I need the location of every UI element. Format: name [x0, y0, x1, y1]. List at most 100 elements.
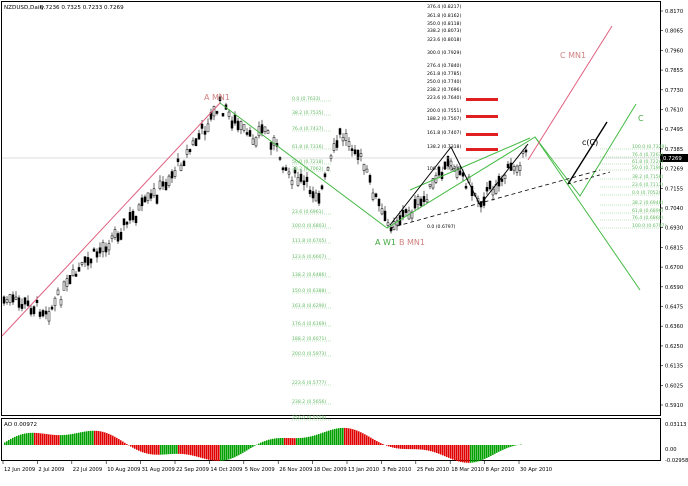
candle-down: [188, 149, 192, 153]
fib-level-label: 23.6 (0.6961): [292, 209, 324, 215]
time-tick-label: 18 Mar 2010: [451, 467, 484, 473]
candle-down: [38, 311, 42, 317]
ao-bar: [494, 445, 496, 454]
fib-level-label: 76.4 (0.6860): [632, 215, 664, 221]
candle-down: [140, 197, 144, 207]
fib-level-label: 238.2 (0.5656): [292, 399, 326, 405]
ao-bar: [16, 436, 18, 445]
ao-bar: [250, 445, 252, 449]
ao-scale-label: 0.03113: [665, 422, 686, 428]
candle-down: [284, 167, 288, 171]
fib-level-label: 76.4 (0.7437): [292, 126, 324, 132]
ao-bar: [88, 431, 90, 445]
ao-bar: [198, 445, 200, 458]
fib-level-label: 300.0 (0.7929): [427, 50, 461, 56]
ao-bar: [278, 438, 280, 445]
candle-down: [356, 149, 360, 160]
ao-bar: [64, 434, 66, 445]
fib-level-label: 61.8 (0.7316): [292, 144, 324, 150]
ao-bar: [500, 445, 502, 451]
fib-level-label: 23.6 (0.7117): [632, 182, 664, 188]
ao-bar: [448, 445, 450, 458]
ao-bar: [356, 430, 358, 445]
ao-bar: [230, 445, 232, 459]
ao-bar: [52, 434, 54, 445]
candle-up: [101, 242, 105, 252]
ao-bar: [338, 428, 340, 445]
ao-bar: [490, 445, 492, 456]
candle-down: [2, 296, 6, 304]
ao-bar: [86, 431, 88, 445]
ao-bar: [504, 445, 506, 450]
ao-bar: [320, 433, 322, 445]
price-tick-label: 0.6590: [665, 285, 683, 291]
ao-bar: [102, 431, 104, 445]
ao-axis: 0.03113 0.00 -0.02958: [665, 422, 688, 464]
candle-down: [122, 218, 126, 226]
ao-bar: [396, 445, 398, 449]
candle-up: [239, 121, 243, 131]
candle-down: [383, 210, 387, 222]
candle-down: [164, 181, 168, 191]
candle-down: [50, 306, 54, 310]
ao-bar: [180, 445, 182, 454]
ao-bar: [506, 445, 508, 449]
fib-level-label: 50.0 (0.7218): [292, 159, 324, 165]
ao-bar: [512, 445, 514, 447]
ao-bar: [402, 445, 404, 449]
ao-bar: [140, 445, 142, 452]
price-tick-label: 0.7960: [665, 48, 683, 54]
price-tick-label: 0.5910: [665, 403, 683, 409]
ao-bar: [358, 431, 360, 445]
ao-bar: [208, 445, 210, 460]
ao-bar: [470, 445, 472, 463]
ao-bar: [290, 438, 292, 445]
ao-bar: [44, 433, 46, 445]
price-tick-label: 0.6930: [665, 226, 683, 232]
ao-bar: [310, 436, 312, 445]
ao-bar: [166, 445, 168, 455]
ao-bar: [202, 445, 204, 459]
ao-bar: [408, 445, 410, 450]
ao-bar: [190, 445, 192, 456]
ao-bar: [50, 434, 52, 445]
price-tick-label: 0.6475: [665, 305, 683, 311]
candle-up: [380, 208, 384, 215]
candle-up: [263, 126, 267, 132]
fib-level-label: 138.2 (0.6486): [292, 272, 326, 278]
price-tick-label: 0.6815: [665, 245, 683, 251]
candle-down: [98, 247, 102, 254]
candle-up: [158, 180, 162, 190]
ao-bar: [78, 432, 80, 445]
candle-up: [272, 137, 276, 146]
ao-bar: [486, 445, 488, 458]
ao-scale-label: -0.02958: [665, 458, 688, 464]
candle-up: [47, 311, 51, 322]
fib-level-label: 38.2 (0.7535): [292, 110, 324, 116]
ao-bar: [176, 445, 178, 454]
candle-down: [104, 246, 108, 253]
ao-scale-label: 0.00: [665, 447, 677, 453]
candle-down: [311, 191, 315, 199]
wave-label-a-w1: A W1: [375, 238, 396, 247]
ao-bar: [72, 433, 74, 445]
ao-bar: [374, 439, 376, 445]
candle-down: [350, 148, 354, 151]
ao-bar: [54, 434, 56, 445]
ao-bar: [92, 430, 94, 445]
ao-bar: [48, 434, 50, 445]
ao-bar: [484, 445, 486, 459]
ao-bar: [22, 434, 24, 445]
ao-bar: [304, 437, 306, 445]
candle-down: [203, 130, 207, 135]
ao-bar: [288, 438, 290, 445]
ao-bar: [350, 428, 352, 445]
candle-down: [86, 257, 90, 266]
fib-level-label: 38.2 (0.6948): [632, 200, 664, 206]
ao-bar: [168, 445, 170, 455]
candle-down: [233, 114, 237, 124]
ao-bar: [282, 437, 284, 445]
ao-bar: [474, 445, 476, 463]
time-tick-label: 2 Jul 2009: [38, 467, 64, 473]
